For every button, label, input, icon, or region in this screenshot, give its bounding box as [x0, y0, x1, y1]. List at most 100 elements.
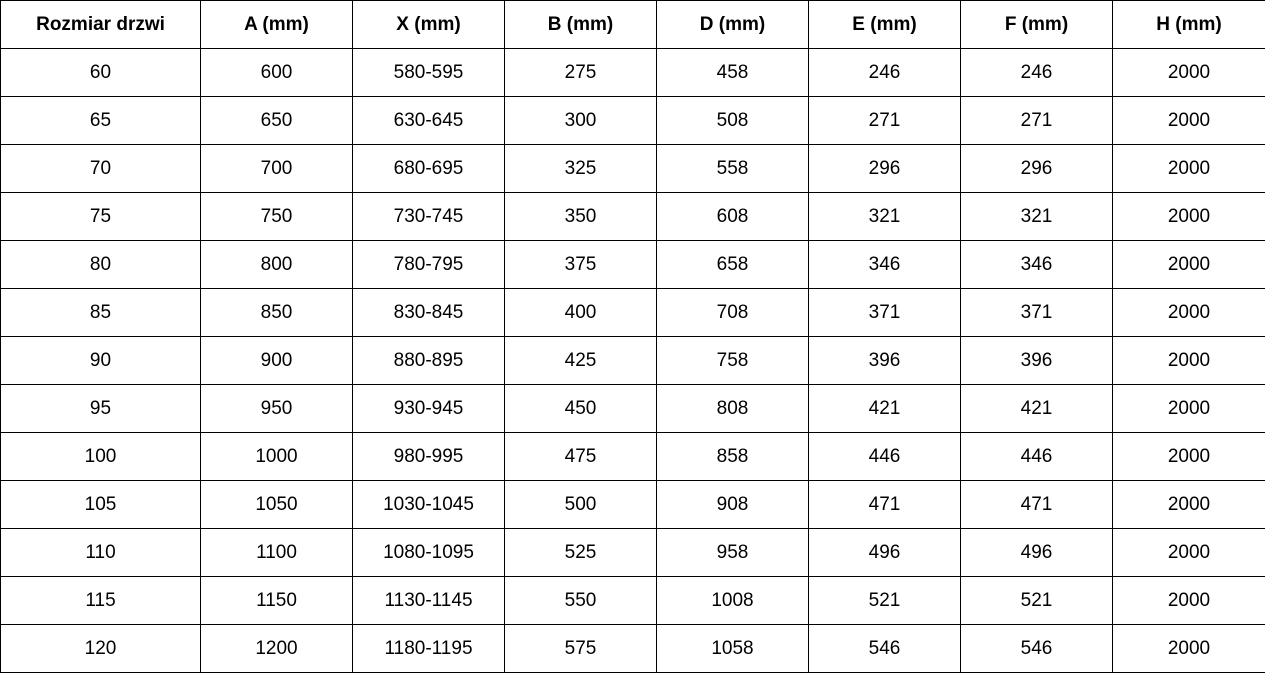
table-row: 115 1150 1130-1145 550 1008 521 521 2000 [0, 576, 1265, 625]
table-cell: 658 [656, 240, 809, 289]
table-cell: 500 [504, 480, 657, 529]
table-cell: 1030-1045 [352, 480, 505, 529]
table-row: 80 800 780-795 375 658 346 346 2000 [0, 240, 1265, 289]
table-cell: 321 [960, 192, 1113, 241]
table-cell: 958 [656, 528, 809, 577]
table-cell: 2000 [1112, 576, 1265, 625]
table-cell: 350 [504, 192, 657, 241]
table-cell: 1200 [200, 624, 353, 673]
table-cell: 2000 [1112, 96, 1265, 145]
table-cell: 375 [504, 240, 657, 289]
table-cell: 758 [656, 336, 809, 385]
table-cell: 300 [504, 96, 657, 145]
table-cell: 458 [656, 48, 809, 97]
table-cell: 105 [0, 480, 201, 529]
table-cell: 546 [808, 624, 961, 673]
table-cell: 425 [504, 336, 657, 385]
table-cell: 321 [808, 192, 961, 241]
table-cell: 1000 [200, 432, 353, 481]
table-cell: 521 [808, 576, 961, 625]
table-cell: 900 [200, 336, 353, 385]
table-cell: 396 [960, 336, 1113, 385]
table-cell: 608 [656, 192, 809, 241]
column-header: B (mm) [504, 0, 657, 49]
table-row: 85 850 830-845 400 708 371 371 2000 [0, 288, 1265, 337]
table-row: 60 600 580-595 275 458 246 246 2000 [0, 48, 1265, 97]
table-cell: 580-595 [352, 48, 505, 97]
table-cell: 930-945 [352, 384, 505, 433]
table-cell: 471 [808, 480, 961, 529]
table-cell: 100 [0, 432, 201, 481]
table-cell: 980-995 [352, 432, 505, 481]
table-cell: 550 [504, 576, 657, 625]
table-cell: 546 [960, 624, 1113, 673]
table-cell: 650 [200, 96, 353, 145]
table-row: 90 900 880-895 425 758 396 396 2000 [0, 336, 1265, 385]
table-cell: 421 [808, 384, 961, 433]
table-cell: 1050 [200, 480, 353, 529]
table-cell: 496 [960, 528, 1113, 577]
table-row: 70 700 680-695 325 558 296 296 2000 [0, 144, 1265, 193]
column-header: A (mm) [200, 0, 353, 49]
table-cell: 400 [504, 288, 657, 337]
table-cell: 446 [960, 432, 1113, 481]
table-cell: 475 [504, 432, 657, 481]
table-cell: 730-745 [352, 192, 505, 241]
table-cell: 95 [0, 384, 201, 433]
table-body: 60 600 580-595 275 458 246 246 2000 65 650 630-645… [0, 48, 1265, 673]
table-cell: 908 [656, 480, 809, 529]
table-cell: 446 [808, 432, 961, 481]
table-cell: 2000 [1112, 384, 1265, 433]
table-cell: 396 [808, 336, 961, 385]
table-cell: 2000 [1112, 528, 1265, 577]
table-cell: 708 [656, 288, 809, 337]
table-cell: 325 [504, 144, 657, 193]
table-cell: 2000 [1112, 624, 1265, 673]
table-cell: 2000 [1112, 336, 1265, 385]
table-cell: 2000 [1112, 240, 1265, 289]
table-cell: 2000 [1112, 48, 1265, 97]
table-cell: 558 [656, 144, 809, 193]
table-cell: 600 [200, 48, 353, 97]
table-row: 105 1050 1030-1045 500 908 471 471 2000 [0, 480, 1265, 529]
table-cell: 808 [656, 384, 809, 433]
table-cell: 1180-1195 [352, 624, 505, 673]
table-cell: 471 [960, 480, 1113, 529]
table-cell: 246 [960, 48, 1113, 97]
table-cell: 2000 [1112, 192, 1265, 241]
table-cell: 508 [656, 96, 809, 145]
table-cell: 496 [808, 528, 961, 577]
table-cell: 2000 [1112, 480, 1265, 529]
table-row: 100 1000 980-995 475 858 446 446 2000 [0, 432, 1265, 481]
column-header: H (mm) [1112, 0, 1265, 49]
table-cell: 371 [960, 288, 1113, 337]
table-cell: 1008 [656, 576, 809, 625]
table-cell: 246 [808, 48, 961, 97]
table-cell: 271 [808, 96, 961, 145]
table-cell: 800 [200, 240, 353, 289]
table-cell: 346 [808, 240, 961, 289]
column-header: X (mm) [352, 0, 505, 49]
table-cell: 880-895 [352, 336, 505, 385]
table-cell: 90 [0, 336, 201, 385]
table-cell: 1080-1095 [352, 528, 505, 577]
table-cell: 780-795 [352, 240, 505, 289]
table-cell: 1100 [200, 528, 353, 577]
table-cell: 750 [200, 192, 353, 241]
table-cell: 115 [0, 576, 201, 625]
table-cell: 271 [960, 96, 1113, 145]
table-row: 65 650 630-645 300 508 271 271 2000 [0, 96, 1265, 145]
table-cell: 850 [200, 288, 353, 337]
table-row: 75 750 730-745 350 608 321 321 2000 [0, 192, 1265, 241]
table-cell: 85 [0, 288, 201, 337]
table-cell: 830-845 [352, 288, 505, 337]
table-cell: 630-645 [352, 96, 505, 145]
table-cell: 70 [0, 144, 201, 193]
table-cell: 575 [504, 624, 657, 673]
table-cell: 680-695 [352, 144, 505, 193]
table-cell: 275 [504, 48, 657, 97]
table-cell: 60 [0, 48, 201, 97]
table-cell: 2000 [1112, 144, 1265, 193]
table-cell: 296 [960, 144, 1113, 193]
table-cell: 700 [200, 144, 353, 193]
